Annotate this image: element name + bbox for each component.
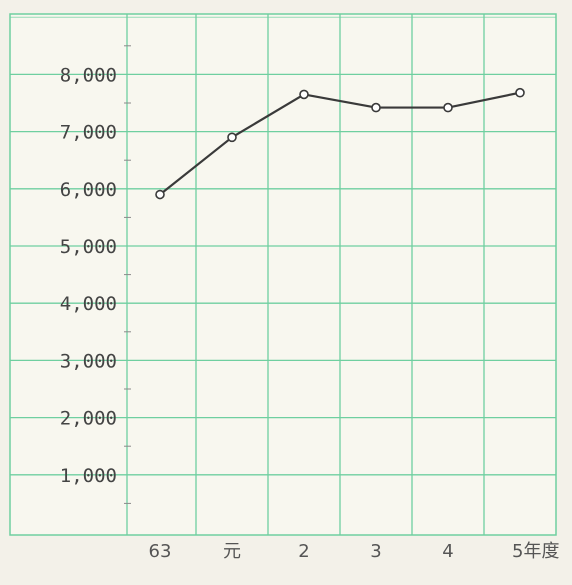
data-point bbox=[300, 90, 308, 98]
y-tick-label: 3,000 bbox=[60, 350, 117, 372]
y-tick-label: 5,000 bbox=[60, 236, 117, 258]
x-tick-label: 3 bbox=[370, 541, 381, 562]
plot-area bbox=[10, 14, 556, 535]
data-point bbox=[156, 191, 164, 199]
x-axis-tick-labels: 63 元 2 3 4 5年度 bbox=[149, 541, 560, 562]
y-tick-label: 1,000 bbox=[60, 465, 117, 487]
x-tick-label: 63 bbox=[149, 541, 172, 562]
y-tick-label: 8,000 bbox=[60, 64, 117, 86]
x-tick-label: 5年度 bbox=[512, 541, 559, 562]
x-tick-label: 4 bbox=[442, 541, 453, 562]
y-tick-label: 4,000 bbox=[60, 293, 117, 315]
data-point bbox=[228, 133, 236, 141]
data-point bbox=[516, 89, 524, 97]
y-tick-label: 2,000 bbox=[60, 408, 117, 430]
x-tick-label: 元 bbox=[223, 541, 241, 562]
data-point bbox=[444, 104, 452, 112]
x-tick-label: 2 bbox=[298, 541, 309, 562]
y-tick-label: 6,000 bbox=[60, 179, 117, 201]
y-tick-label: 7,000 bbox=[60, 122, 117, 144]
data-point bbox=[372, 104, 380, 112]
